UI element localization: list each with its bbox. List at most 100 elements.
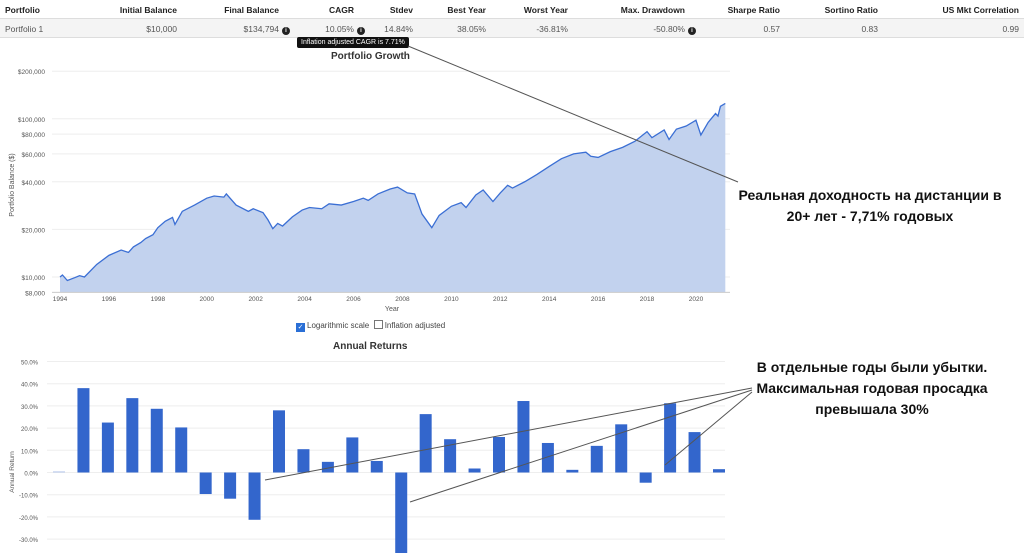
table-cell-text: -50.80% xyxy=(653,24,685,34)
log-scale-checkbox[interactable]: ✓ Logarithmic scale xyxy=(296,321,370,332)
table-cell: 0.83 xyxy=(861,24,878,34)
column-header: Final Balance xyxy=(224,5,279,15)
bar xyxy=(273,410,285,473)
y-tick-label: $40,000 xyxy=(22,180,46,187)
x-tick-label: 2002 xyxy=(248,296,263,303)
bar xyxy=(517,401,530,473)
x-axis-label: Year xyxy=(385,306,400,313)
growth-chart-title: Portfolio Growth xyxy=(331,51,410,62)
table-cell-text: 14.84% xyxy=(384,24,413,34)
checkbox-checked-icon: ✓ xyxy=(296,323,305,332)
y-tick-label: -20.0% xyxy=(19,516,39,522)
column-header-text: Initial Balance xyxy=(119,5,177,15)
annual-returns-chart: -30.0% -20.0% -10.0% 0.0% 10.0% 20.0% 30.0% 40.… xyxy=(9,361,725,553)
x-tick-label: 2020 xyxy=(689,296,704,303)
annotation-line xyxy=(264,387,753,481)
y-tick-label: 10.0% xyxy=(21,449,39,455)
bar xyxy=(468,468,481,473)
table-cell-text: 10.05% xyxy=(325,24,354,34)
table-cell: Portfolio 1 xyxy=(5,24,43,34)
x-tick-label: 2010 xyxy=(444,296,459,303)
column-header: Initial Balance xyxy=(120,5,177,15)
portfolio-growth-chart: $8,000 $10,000 $20,000 $40,000 $60,000 $80,00… xyxy=(9,69,730,313)
column-header: Max. Drawdown xyxy=(621,5,685,15)
y-tick-label: $8,000 xyxy=(25,290,45,297)
column-header: Sharpe Ratio xyxy=(728,5,780,15)
table-row: Portfolio 1 $10,000 $134,794 i 10.05% i 14.84%… xyxy=(0,19,1024,38)
x-tick-label: 2004 xyxy=(297,296,312,303)
y-axis-label: Annual Return xyxy=(9,451,16,493)
x-tick-label: 2014 xyxy=(542,296,557,303)
y-tick-label: 20.0% xyxy=(21,427,39,433)
x-tick-label: 2016 xyxy=(591,296,606,303)
y-tick-label: 0.0% xyxy=(24,472,38,478)
info-icon[interactable]: i xyxy=(282,27,290,35)
bar xyxy=(321,461,334,473)
summary-table: Portfolio Initial Balance Final Balance CAG… xyxy=(0,0,1024,38)
table-cell-text: 0.99 xyxy=(1002,24,1019,34)
column-header-text: Max. Drawdown xyxy=(620,5,685,15)
inflation-label: Inflation adjusted xyxy=(384,321,446,330)
bar xyxy=(419,414,432,473)
table-cell-text: 0.83 xyxy=(861,24,878,34)
info-icon[interactable]: i xyxy=(357,27,365,35)
y-tick-label: $100,000 xyxy=(18,117,45,124)
table-cell-text: -36.81% xyxy=(536,24,568,34)
bar xyxy=(297,449,310,473)
bar xyxy=(77,388,90,473)
table-cell: 0.57 xyxy=(763,24,780,34)
annotation-line xyxy=(664,391,753,466)
y-tick-label: $10,000 xyxy=(22,275,46,282)
x-tick-label: 2018 xyxy=(640,296,655,303)
inflation-adjusted-checkbox[interactable]: Inflation adjusted xyxy=(373,320,446,330)
y-axis-label: Portfolio Balance ($) xyxy=(9,153,16,216)
y-tick-label: $200,000 xyxy=(18,69,45,76)
x-tick-label: 1998 xyxy=(151,296,166,303)
y-tick-label: 30.0% xyxy=(21,405,39,411)
column-header: Best Year xyxy=(447,5,486,15)
column-header: Worst Year xyxy=(524,5,568,15)
column-header-text: US Mkt Correlation xyxy=(942,5,1019,15)
bar xyxy=(639,472,652,483)
table-cell-text: Portfolio 1 xyxy=(5,24,44,34)
table-cell: -50.80% i xyxy=(653,24,696,35)
y-tick-label: -10.0% xyxy=(19,494,39,500)
bar xyxy=(566,469,579,473)
bar xyxy=(150,408,163,473)
column-header: Portfolio xyxy=(5,5,40,15)
x-tick-label: 1996 xyxy=(102,296,117,303)
bar xyxy=(370,460,383,473)
table-cell-text: 38.05% xyxy=(457,24,486,34)
table-cell: -36.81% xyxy=(536,24,568,34)
real-return-annotation: Реальная доходность на дистанции в 20+ л… xyxy=(738,187,1002,224)
annotation-line xyxy=(409,389,753,503)
table-cell: $10,000 xyxy=(146,24,177,34)
x-tick-label: 2012 xyxy=(493,296,508,303)
bar xyxy=(615,424,628,473)
table-cell-text: $134,794 xyxy=(243,24,279,34)
bar xyxy=(493,436,505,473)
bar xyxy=(590,445,603,473)
log-scale-label: Logarithmic scale xyxy=(307,321,370,330)
info-icon[interactable]: i xyxy=(688,27,696,35)
y-tick-label: $60,000 xyxy=(22,152,46,159)
bar xyxy=(126,398,139,473)
y-tick-label: $20,000 xyxy=(22,227,46,234)
growth-area xyxy=(60,103,726,293)
bar xyxy=(199,472,212,495)
table-cell: 38.05% xyxy=(457,24,486,34)
column-header-text: Portfolio xyxy=(5,5,40,15)
x-tick-label: 1994 xyxy=(53,296,68,303)
table-cell-text: $10,000 xyxy=(146,24,177,34)
losses-annotation: В отдельные годы были убытки. Максимальн… xyxy=(756,359,988,417)
bar xyxy=(101,422,114,473)
column-header-text: Best Year xyxy=(447,5,486,15)
column-header: Sortino Ratio xyxy=(825,5,878,15)
column-header: US Mkt Correlation xyxy=(942,5,1019,15)
table-cell: 0.99 xyxy=(1002,24,1019,34)
column-header-text: Stdev xyxy=(389,5,413,15)
y-tick-label: 40.0% xyxy=(21,383,39,389)
y-tick-label: 50.0% xyxy=(21,361,39,367)
x-tick-label: 2008 xyxy=(395,296,410,303)
